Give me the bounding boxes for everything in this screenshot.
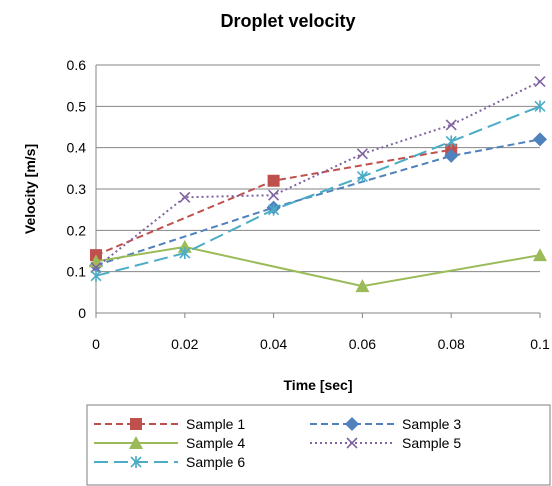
series-line <box>95 80 541 269</box>
legend-entry: Sample 5 <box>310 435 461 451</box>
data-point <box>267 174 280 187</box>
marker-stroke <box>356 148 368 160</box>
data-point <box>268 203 280 216</box>
legend-label: Sample 6 <box>186 454 245 470</box>
x-tick-label: 0.06 <box>349 336 376 352</box>
x-tick-label: 0 <box>92 336 100 352</box>
data-point <box>179 247 191 260</box>
y-axis: 0 0.1 0.2 0.3 0.4 0.5 0.6 <box>67 57 97 321</box>
series-line <box>95 138 541 267</box>
data-point <box>179 191 191 203</box>
series-line <box>95 245 541 288</box>
data-point <box>533 132 547 147</box>
data-point <box>356 148 368 160</box>
legend-entry: Sample 4 <box>94 435 245 451</box>
x-tick-label: 0.02 <box>171 336 198 352</box>
legend-marker <box>130 456 142 468</box>
marker-stroke <box>346 437 358 449</box>
data-point <box>534 100 546 113</box>
marker-stroke <box>445 119 457 131</box>
data-point <box>445 135 457 148</box>
y-tick-label: 0.2 <box>67 222 87 238</box>
y-tick-label: 0 <box>78 305 86 321</box>
y-tick-label: 0.6 <box>67 57 87 73</box>
legend-entry: Sample 3 <box>310 416 461 432</box>
x-tick-label: 0.1 <box>530 336 550 352</box>
y-axis-title: Velocity [m/s] <box>22 144 38 234</box>
y-tick-label: 0.4 <box>67 140 87 156</box>
marker-stroke <box>268 189 280 201</box>
legend-label: Sample 5 <box>402 435 461 451</box>
marker-stroke <box>90 261 102 274</box>
chart-title: Droplet velocity <box>220 11 355 31</box>
series-layer <box>89 75 547 293</box>
data-point <box>355 279 370 293</box>
y-tick-label: 0.5 <box>67 98 87 114</box>
legend-marker <box>129 436 143 449</box>
data-point <box>90 269 102 282</box>
legend-label: Sample 1 <box>186 416 245 432</box>
legend-marker <box>345 417 359 431</box>
legend-label: Sample 3 <box>402 416 461 432</box>
series-sample-4 <box>89 239 547 293</box>
x-tick-label: 0.04 <box>260 336 287 352</box>
legend: Sample 1 Sample 3 Sample 4 Sample 5 Sample 6 <box>86 404 551 486</box>
y-tick-label: 0.3 <box>67 181 87 197</box>
marker-stroke <box>179 191 191 203</box>
x-tick-label: 0.08 <box>438 336 465 352</box>
legend-entry: Sample 6 <box>94 454 245 470</box>
data-point <box>444 148 459 163</box>
data-point <box>90 261 102 274</box>
grid-lines <box>96 64 540 314</box>
series-sample-5 <box>90 75 546 274</box>
x-axis: 0 0.02 0.04 0.06 0.08 0.1 <box>92 312 550 352</box>
marker-stroke <box>534 75 546 88</box>
x-axis-title: Time [sec] <box>284 377 353 393</box>
data-point <box>533 248 547 262</box>
legend-marker <box>130 418 142 430</box>
legend-marker <box>346 437 358 449</box>
y-tick-label: 0.1 <box>67 264 87 280</box>
data-point <box>268 189 280 201</box>
legend-box <box>86 404 551 486</box>
data-point <box>356 170 368 183</box>
data-point <box>534 75 546 88</box>
data-point <box>445 119 457 131</box>
series-sample-6 <box>90 100 546 282</box>
legend-label: Sample 4 <box>186 435 245 451</box>
legend-entry: Sample 1 <box>94 416 245 432</box>
